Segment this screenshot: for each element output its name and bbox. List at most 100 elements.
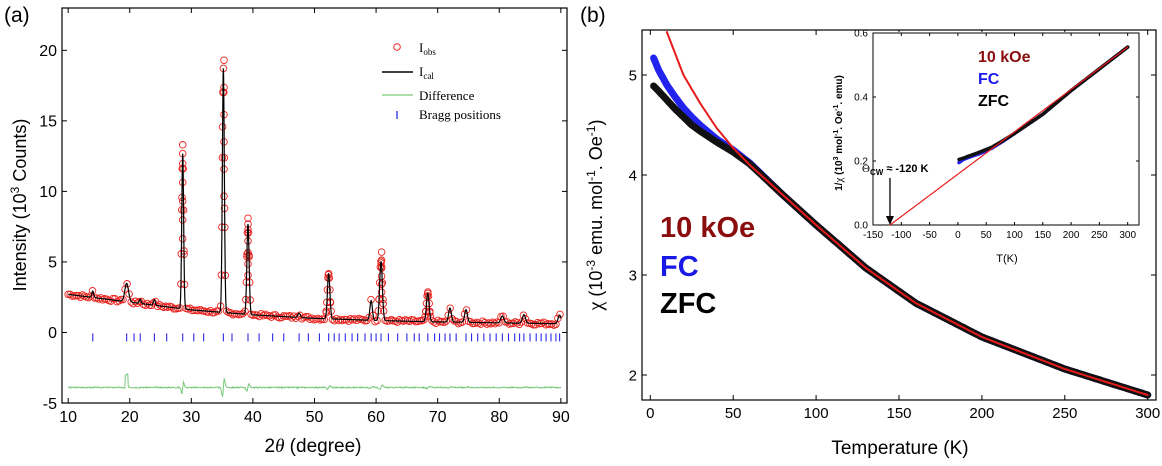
x-tick-label: 50	[981, 230, 993, 241]
obs-point	[141, 301, 150, 309]
y-tick-label: 15	[39, 114, 57, 131]
obs-point	[119, 295, 127, 304]
obs-point	[244, 271, 252, 280]
obs-point	[304, 313, 312, 321]
x-axis-label-inset: T(K)	[996, 253, 1017, 265]
x-tick-label: 100	[1006, 230, 1023, 241]
obs-point	[491, 319, 499, 328]
x-tick-label: 250	[1052, 405, 1077, 422]
x-axis-label-a: 2θ (degree)	[264, 436, 361, 457]
obs-point	[84, 293, 93, 302]
obs-point	[178, 141, 187, 149]
obs-point	[377, 248, 386, 256]
x-tick-label: 300	[1135, 405, 1160, 422]
obs-point	[448, 315, 457, 323]
axes-a: 10 20 30 40 50 60 70 80 90 -5 0 5 10 15 20	[39, 8, 570, 426]
obs-point	[88, 287, 97, 295]
y-axis-label-a: Intensity (103 Counts)	[8, 119, 30, 292]
x-tick-label: -50	[922, 230, 937, 241]
x-tick-label: -100	[891, 230, 911, 241]
x-tick-label: 80	[490, 409, 508, 426]
obs-point	[178, 216, 187, 224]
inset-background	[858, 32, 1140, 225]
legend-cal-label: Ical	[419, 64, 434, 81]
panel-label-a: (a)	[4, 4, 30, 27]
arrow-head	[885, 216, 894, 225]
y-tick-label: 2	[629, 367, 637, 384]
obs-point	[373, 316, 381, 325]
panel-label-b: (b)	[580, 4, 606, 27]
obs-point	[117, 295, 125, 304]
panel-b: (b) 0 50 100 150 200 250 300 2 3 4 5 10 kOe FC ZFC…	[580, 4, 1160, 459]
obs-point	[320, 315, 328, 324]
x-tick-label: 100	[804, 405, 829, 422]
series-fit	[665, 31, 1149, 396]
inset-zfc-annotation: ZFC	[978, 93, 1010, 110]
obs-point	[220, 56, 228, 64]
x-tick-label: 70	[429, 409, 447, 426]
obs-point	[428, 316, 436, 325]
inset-field-annotation: 10 kOe	[978, 49, 1031, 66]
obs-point	[244, 260, 252, 268]
y-tick-label: 0.0	[854, 221, 868, 232]
axes-inset: -150 -100 -50 0 50 100 150 200 250 300 0.0 0.2 0.4 0.…	[854, 29, 1139, 241]
y-tick-label: 10	[39, 184, 57, 201]
y-axis-label-b: χ (10-3 emu. mol-1. Oe-1)	[584, 120, 607, 312]
x-tick-label: 50	[725, 405, 742, 422]
obs-point	[515, 320, 524, 329]
obs-point	[178, 234, 187, 243]
x-tick-label: 250	[1091, 230, 1108, 241]
series-inset	[889, 45, 1130, 226]
curie-weiss-arrow	[885, 178, 894, 225]
x-tick-label: 150	[886, 405, 911, 422]
x-tick-label: 20	[121, 409, 139, 426]
x-tick-label: 200	[1063, 230, 1080, 241]
y-tick-label: 20	[39, 43, 57, 60]
panel-a: (a) 10 20 30 40 50 60 70 80 90 -5 0 5 10 15 20 Iobs Ic…	[4, 4, 570, 457]
x-axis-label-b: Temperature (K)	[831, 438, 968, 459]
obs-point	[123, 280, 131, 288]
x-tick-label: 50	[306, 409, 324, 426]
inset-frame	[872, 32, 1140, 226]
legend-obs-marker	[393, 43, 401, 51]
x-tick-label: 10	[59, 409, 77, 426]
obs-point	[78, 291, 87, 299]
legend-obs-label: Iobs	[419, 40, 436, 57]
series-b	[650, 31, 1152, 399]
x-tick-label: 300	[1119, 230, 1136, 241]
y-tick-label: -5	[43, 396, 57, 413]
x-tick-label: 40	[244, 409, 262, 426]
observed-points	[64, 56, 564, 329]
y-tick-label: 3	[629, 267, 637, 284]
curie-weiss-label: ΘCW ≈ -120 K	[862, 163, 929, 177]
obs-point	[244, 248, 252, 257]
bragg-ticks	[92, 333, 561, 342]
obs-point	[244, 237, 252, 245]
obs-point	[466, 318, 475, 326]
y-tick-label: 0.6	[854, 29, 868, 40]
y-tick-label: 0	[48, 325, 57, 342]
y-tick-label: 0.4	[854, 93, 868, 104]
obs-point	[214, 307, 223, 315]
calculated-line	[68, 68, 562, 325]
difference-curve	[68, 373, 562, 398]
plot-frame-a	[61, 7, 568, 404]
obs-point	[244, 214, 252, 222]
x-tick-label: 0	[646, 405, 654, 422]
legend-bragg-label: Bragg positions	[419, 107, 501, 122]
inset-fc-annotation: FC	[978, 71, 1000, 88]
obs-point	[76, 293, 85, 301]
y-tick-label: 5	[629, 67, 637, 84]
obs-point	[178, 197, 187, 205]
obs-point	[267, 313, 276, 321]
inset-series-fit	[889, 46, 1129, 226]
obs-point	[107, 297, 115, 305]
field-annotation: 10 kOe	[660, 212, 755, 244]
x-tick-label: -150	[863, 230, 883, 241]
x-tick-label: 0	[955, 230, 961, 241]
obs-point	[556, 310, 564, 319]
obs-point	[446, 304, 454, 312]
x-tick-label: 200	[969, 405, 994, 422]
inset: -150 -100 -50 0 50 100 150 200 250 300 0.0 0.2 0.4 0.…	[833, 29, 1140, 265]
